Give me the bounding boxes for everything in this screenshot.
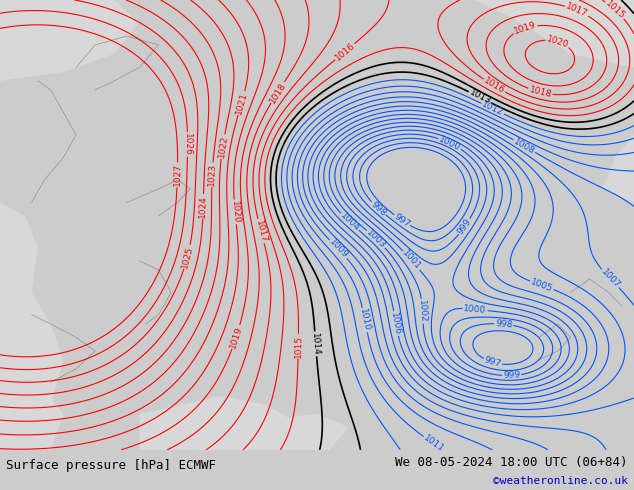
Polygon shape — [476, 0, 634, 68]
Text: 1002: 1002 — [417, 299, 428, 323]
Text: 997: 997 — [483, 356, 502, 369]
Text: 1001: 1001 — [401, 249, 422, 272]
Text: 1011: 1011 — [422, 434, 446, 454]
Text: 1026: 1026 — [183, 133, 192, 156]
Polygon shape — [0, 0, 139, 81]
Text: 1023: 1023 — [207, 163, 217, 186]
Text: 1016: 1016 — [482, 76, 507, 96]
Text: 1017: 1017 — [564, 2, 589, 19]
Text: 1022: 1022 — [217, 135, 229, 158]
Text: 1016: 1016 — [333, 41, 356, 63]
Polygon shape — [190, 414, 349, 450]
Text: 998: 998 — [495, 319, 513, 329]
Polygon shape — [0, 369, 63, 450]
Polygon shape — [0, 202, 63, 450]
Text: 1015: 1015 — [294, 335, 303, 358]
Text: 1018: 1018 — [268, 80, 288, 104]
Text: 1021: 1021 — [234, 91, 249, 115]
Text: 1019: 1019 — [228, 325, 244, 349]
Text: We 08-05-2024 18:00 UTC (06+84): We 08-05-2024 18:00 UTC (06+84) — [395, 456, 628, 469]
Text: 997: 997 — [392, 212, 411, 229]
Text: 1015: 1015 — [604, 0, 626, 21]
Text: 999: 999 — [456, 217, 473, 236]
Text: 1018: 1018 — [528, 85, 552, 99]
Polygon shape — [139, 396, 304, 450]
Text: 998: 998 — [369, 199, 388, 218]
Text: 1004: 1004 — [338, 211, 361, 233]
Text: 1019: 1019 — [513, 20, 538, 36]
Text: 1017: 1017 — [254, 219, 268, 244]
Text: 1009: 1009 — [327, 238, 349, 261]
Text: 1024: 1024 — [198, 195, 208, 218]
Text: 1013: 1013 — [467, 88, 492, 106]
Text: 1003: 1003 — [365, 228, 387, 250]
Text: 1008: 1008 — [512, 137, 536, 156]
Text: 1025: 1025 — [180, 245, 195, 269]
Text: 1010: 1010 — [358, 308, 372, 332]
Text: 999: 999 — [503, 371, 521, 380]
Text: 1020: 1020 — [230, 200, 240, 224]
Text: 1000: 1000 — [463, 304, 487, 315]
Text: ©weatheronline.co.uk: ©weatheronline.co.uk — [493, 476, 628, 486]
Text: 1005: 1005 — [529, 277, 554, 294]
Text: 1000: 1000 — [437, 134, 462, 152]
Text: 1012: 1012 — [481, 100, 505, 118]
Text: Surface pressure [hPa] ECMWF: Surface pressure [hPa] ECMWF — [6, 460, 216, 472]
Text: 1027: 1027 — [172, 163, 182, 186]
Text: 1020: 1020 — [545, 34, 570, 49]
Text: 1014: 1014 — [310, 332, 321, 356]
Text: 1007: 1007 — [599, 267, 621, 290]
Text: 1006: 1006 — [389, 312, 403, 336]
Polygon shape — [602, 135, 634, 202]
